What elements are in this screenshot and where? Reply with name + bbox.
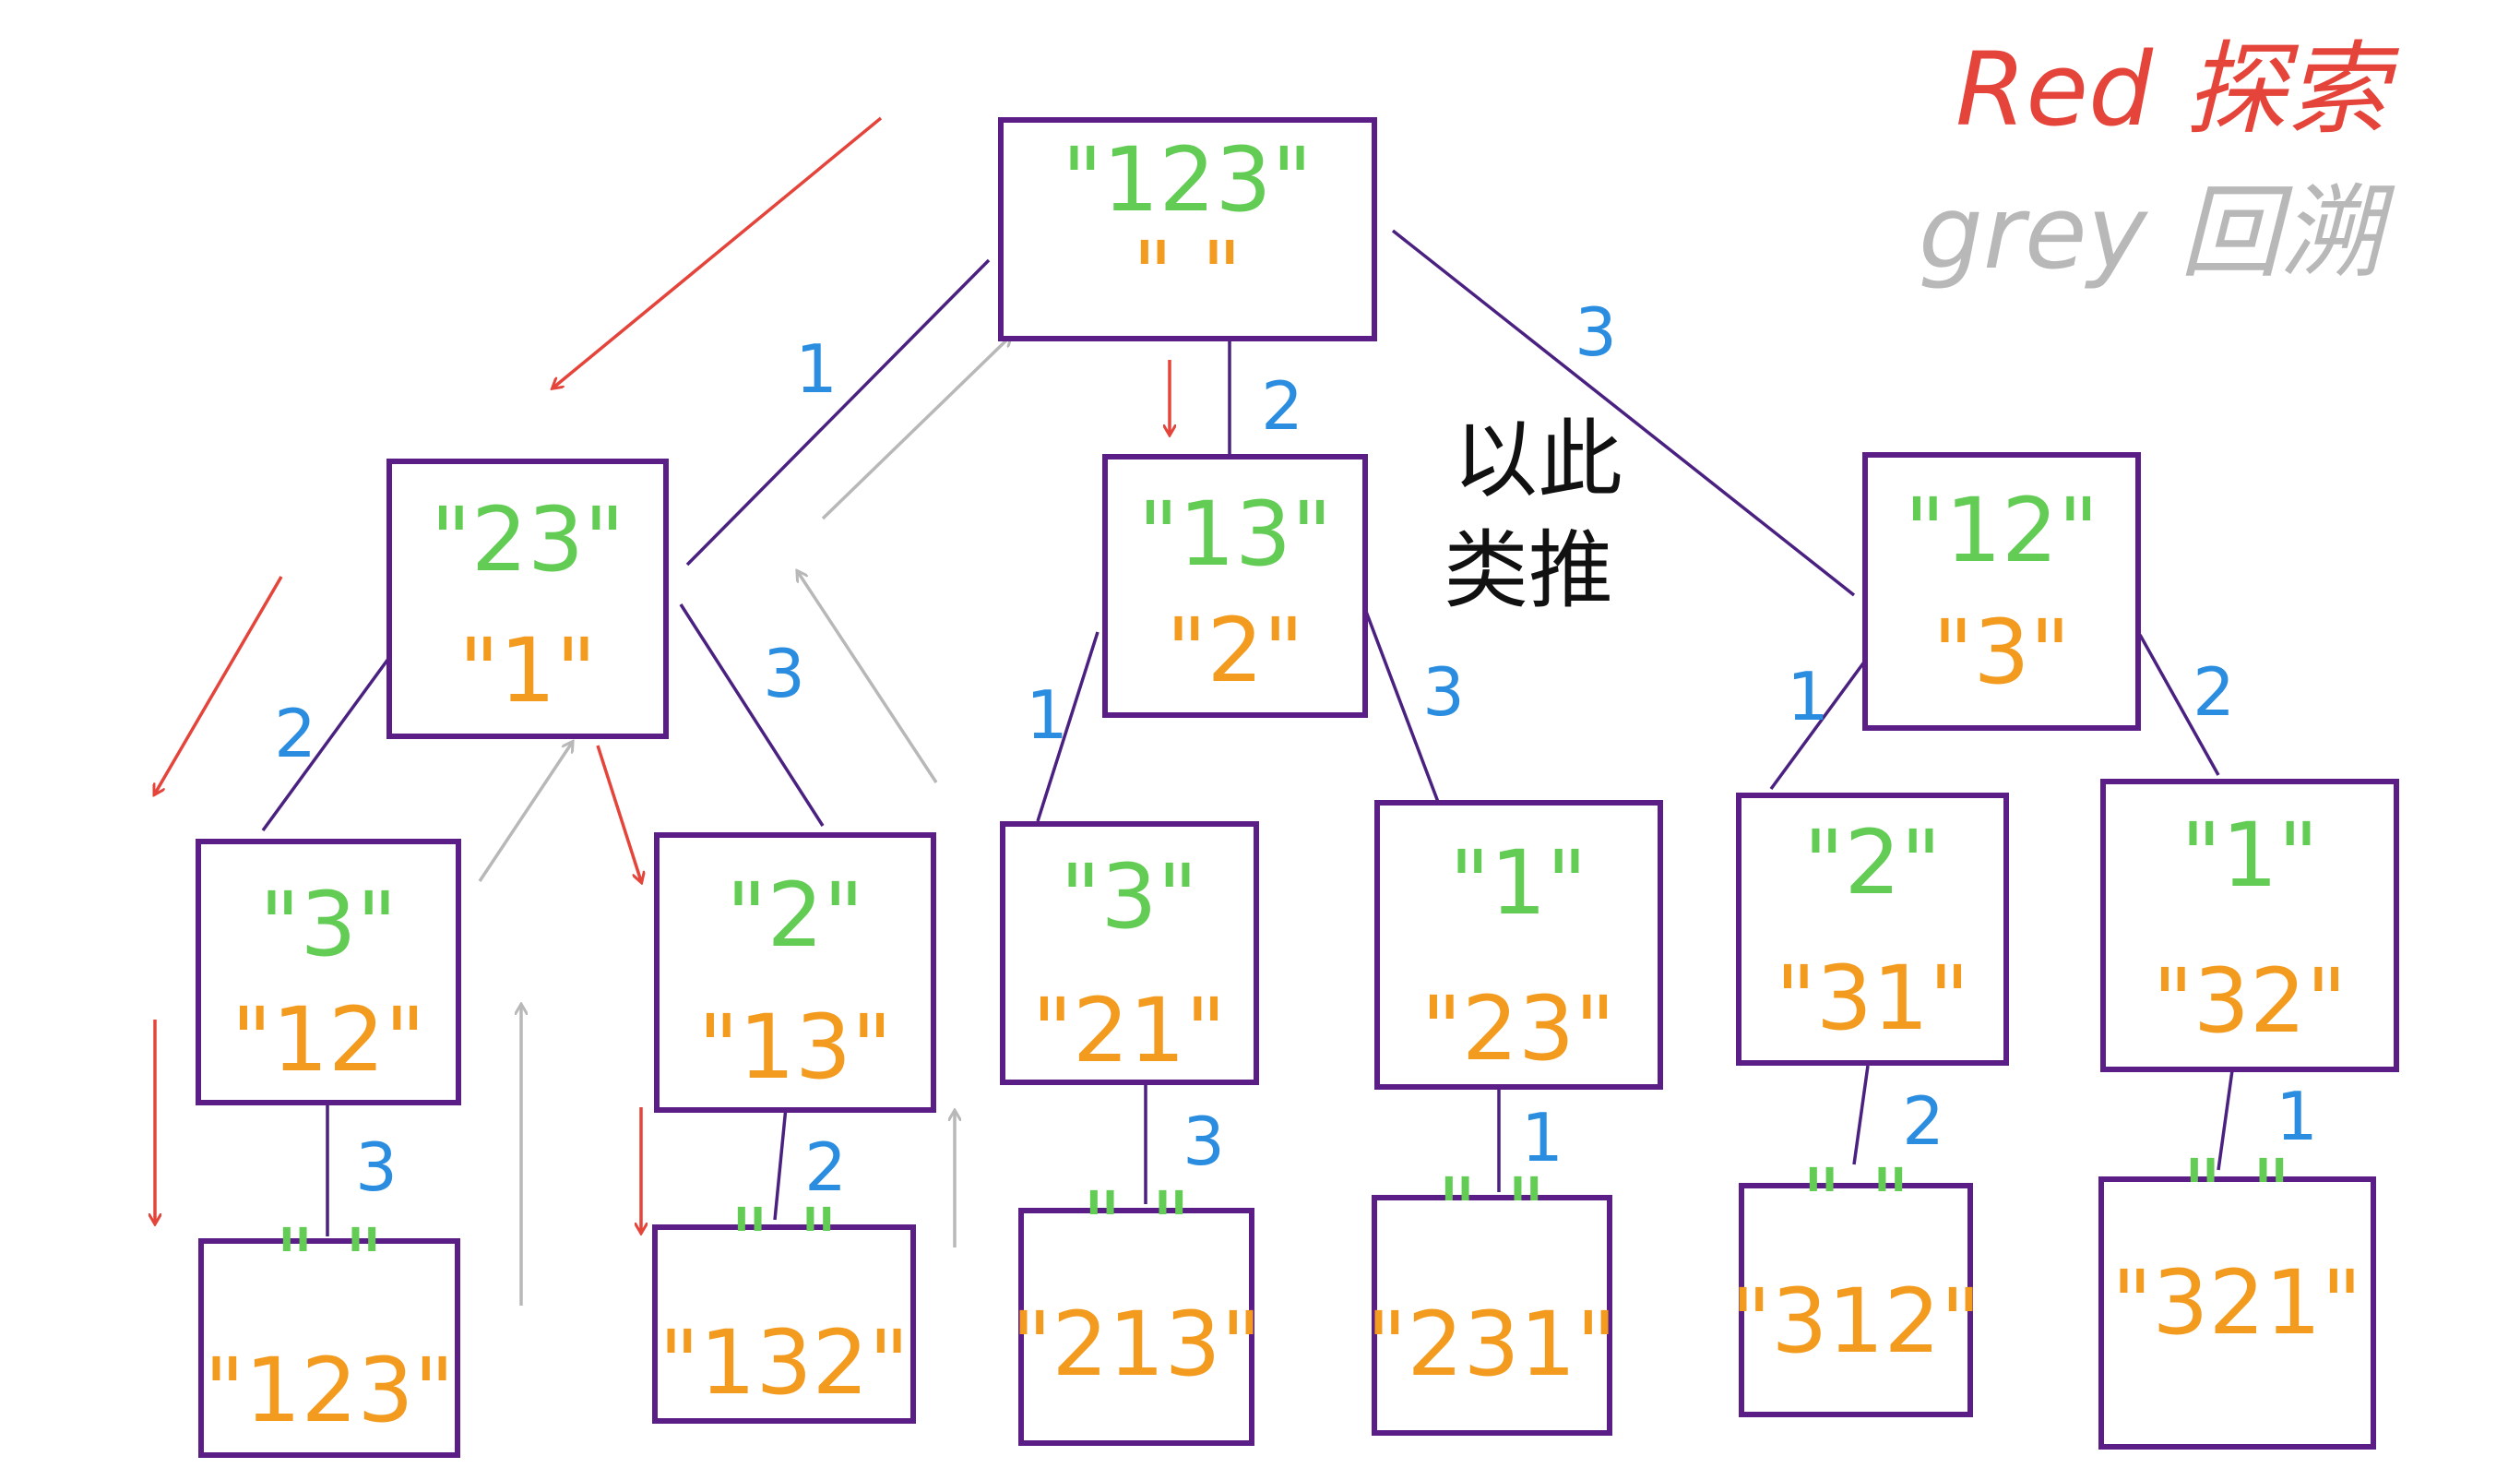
node-remaining: " " [275, 1210, 385, 1313]
node-level3-321: " " "321" 1 [2098, 1078, 2376, 1450]
legend-explore: Red 探索 [1955, 30, 2400, 149]
edge-label: 3 [1575, 293, 1617, 371]
etc-note-line1: 以此 [1453, 411, 1623, 509]
edge-label: 2 [274, 695, 316, 772]
node-level1-1: "23" "1" 1 [386, 330, 838, 739]
node-path: "231" [1366, 1293, 1617, 1396]
node-remaining: " " [1437, 1159, 1547, 1262]
node-remaining: "2" [726, 864, 863, 967]
node-level3-312: " " "312" 2 [1730, 1082, 1981, 1417]
node-level1-3: "12" "3" 3 [1575, 293, 2141, 731]
edge-2-to-21 [1036, 631, 1100, 822]
node-level2-31: "2" "31" 1 [1736, 658, 2009, 1066]
edge-root-to-3 [1391, 229, 1856, 597]
node-path: "132" [659, 1311, 909, 1414]
legend: Red 探索 grey 回溯 [1919, 30, 2400, 292]
node-remaining: "3" [259, 873, 397, 976]
node-level2-21: "3" "21" 1 [1000, 676, 1259, 1085]
node-path: "23" [1421, 977, 1615, 1080]
edge-label: 1 [2276, 1078, 2318, 1155]
node-path: " " [1133, 222, 1242, 326]
explore-arrow [155, 576, 283, 794]
node-path: "32" [2153, 949, 2347, 1053]
node-path: "321" [2111, 1251, 2362, 1355]
node-level3-213: " " "213" 3 [1011, 1103, 1262, 1446]
node-level2-13: "2" "13" 3 [654, 635, 936, 1113]
backtrack-arrow [478, 743, 572, 882]
node-remaining: " " [1082, 1173, 1192, 1276]
edge-label: 3 [1183, 1103, 1225, 1180]
node-path: "13" [698, 996, 892, 1099]
backtrack-arrow [821, 337, 1010, 520]
edge-1-to-13 [679, 603, 825, 827]
node-remaining: "23" [431, 488, 624, 591]
node-path: "12" [232, 988, 425, 1092]
node-remaining: "2" [1803, 811, 1941, 914]
edge-32-to-321 [2217, 1069, 2234, 1171]
node-level3-231: " " "231" 1 [1366, 1099, 1617, 1436]
edge-label: 3 [355, 1128, 398, 1206]
node-remaining: "3" [1060, 845, 1197, 949]
node-path: "1" [458, 619, 596, 722]
node-level3-132: " " "132" 2 [652, 1128, 916, 1424]
node-remaining: "12" [1905, 479, 2098, 582]
edge-2-to-23 [1363, 608, 1445, 818]
node-level1-2: "13" "2" 2 [1102, 367, 1368, 718]
edge-3-to-31 [1769, 655, 1870, 791]
edge-label: 1 [1521, 1099, 1563, 1176]
node-remaining: "1" [2181, 804, 2318, 907]
node-path: "3" [1932, 601, 2070, 704]
backtrack-arrows [478, 337, 1010, 1306]
edge-label: 2 [804, 1128, 847, 1206]
node-remaining: " " [2182, 1140, 2292, 1244]
explore-arrows [155, 116, 1170, 1232]
node-root: "123" " " [998, 117, 1377, 341]
edge-label: 3 [763, 635, 805, 712]
node-level2-23: "1" "23" 3 [1374, 653, 1663, 1090]
node-level2-32: "1" "32" 2 [2100, 653, 2399, 1072]
node-remaining: "1" [1449, 831, 1587, 935]
node-path: "213" [1011, 1293, 1262, 1396]
node-level3-123: " " "123" 3 [198, 1128, 460, 1458]
backtrack-arrow [798, 572, 938, 783]
etc-note-line2: 类推 [1444, 521, 1613, 620]
node-remaining: " " [730, 1189, 839, 1293]
node-remaining: "123" [1062, 128, 1313, 232]
edge-label: 1 [1026, 676, 1068, 754]
edge-label: 3 [1422, 653, 1465, 731]
node-remaining: "13" [1138, 483, 1332, 586]
explore-arrow [596, 745, 641, 881]
tree-nodes: "123" " " "23" "1" 1 "13" "2" 2 "12" "3"… [196, 117, 2399, 1458]
edge-label: 2 [1261, 367, 1303, 445]
node-path: "21" [1032, 979, 1226, 1082]
etc-note: 以此 类推 [1444, 411, 1623, 620]
edge-label: 2 [1902, 1082, 1944, 1160]
node-path: "123" [204, 1339, 455, 1442]
edge-31-to-312 [1852, 1065, 1870, 1165]
edge-13-to-132 [773, 1106, 788, 1221]
legend-backtrack: grey 回溯 [1919, 173, 2395, 292]
edge-root-to-1 [685, 258, 991, 567]
node-path: "2" [1166, 599, 1303, 702]
edge-3-to-32 [2138, 634, 2220, 776]
edge-label: 1 [795, 330, 838, 408]
node-level2-12: "3" "12" 2 [196, 695, 461, 1105]
edge-1-to-12 [261, 633, 408, 832]
node-path: "31" [1776, 947, 1969, 1050]
edge-label: 2 [2193, 653, 2235, 731]
explore-arrow [553, 116, 883, 388]
node-path: "312" [1730, 1270, 1981, 1373]
node-remaining: " " [1801, 1150, 1911, 1253]
tree-edges [261, 229, 2234, 1236]
edge-label: 1 [1787, 658, 1829, 735]
